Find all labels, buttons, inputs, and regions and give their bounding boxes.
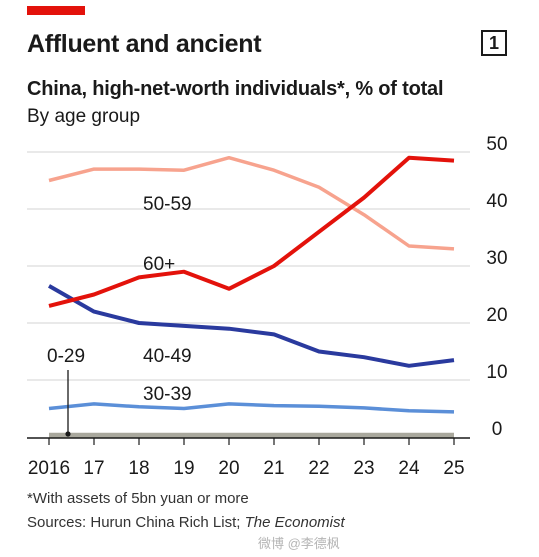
y-tick-label-10: 10 — [486, 362, 507, 383]
x-tick-label-2021: 21 — [263, 458, 284, 479]
y-tick-label-30: 30 — [486, 248, 507, 269]
y-tick-label-20: 20 — [486, 305, 507, 326]
series-label-50-59: 50-59 — [143, 194, 192, 215]
x-tick-label-2023: 23 — [353, 458, 374, 479]
x-tick-label-2025: 25 — [443, 458, 464, 479]
leader-dot-0-29 — [65, 431, 71, 437]
series-label-40-49: 40-49 — [143, 346, 192, 367]
x-tick-label-2019: 19 — [173, 458, 194, 479]
series-label-30-39: 30-39 — [143, 384, 192, 405]
y-tick-labels: 0 10 20 30 40 50 — [486, 134, 507, 440]
x-tick-label-2024: 24 — [398, 458, 420, 479]
series-line-30-39 — [48, 402, 455, 414]
sources-prefix: Sources: Hurun China Rich List; — [27, 514, 245, 531]
x-tick-label-2020: 20 — [218, 458, 239, 479]
chart-subtitle: China, high-net-worth individuals*, % of… — [27, 78, 444, 100]
watermark: 微博 @李德枫 — [258, 536, 340, 551]
series-label-0-29: 0-29 — [47, 346, 85, 367]
series-labels: 50-59 60+ 40-49 30-39 0-29 — [47, 194, 192, 437]
series-lines — [48, 155, 455, 438]
y-tick-label-0: 0 — [492, 419, 503, 440]
series-line-60+ — [48, 155, 455, 308]
x-tick-label-2018: 18 — [128, 458, 149, 479]
y-tick-label-50: 50 — [486, 134, 507, 155]
brand-accent-bar — [27, 6, 85, 15]
sources-note: Sources: Hurun China Rich List; The Econ… — [27, 514, 345, 531]
grid-lines — [27, 151, 470, 381]
x-tick-label-2017: 17 — [83, 458, 104, 479]
chart-title: Affluent and ancient — [27, 30, 262, 58]
y-tick-label-40: 40 — [486, 191, 507, 212]
footnote: *With assets of 5bn yuan or more — [27, 490, 249, 507]
sources-italic: The Economist — [244, 514, 345, 531]
series-line-50-59 — [48, 155, 455, 251]
x-axis: 2016 17 18 19 20 21 22 23 24 25 — [27, 437, 470, 479]
series-label-60+: 60+ — [143, 254, 175, 275]
series-line-40-49 — [48, 284, 455, 368]
chart-number-badge: 1 — [481, 30, 507, 56]
x-tick-label-2016: 2016 — [28, 458, 70, 479]
x-tick-label-2022: 22 — [308, 458, 329, 479]
chart-byline: By age group — [27, 106, 141, 127]
